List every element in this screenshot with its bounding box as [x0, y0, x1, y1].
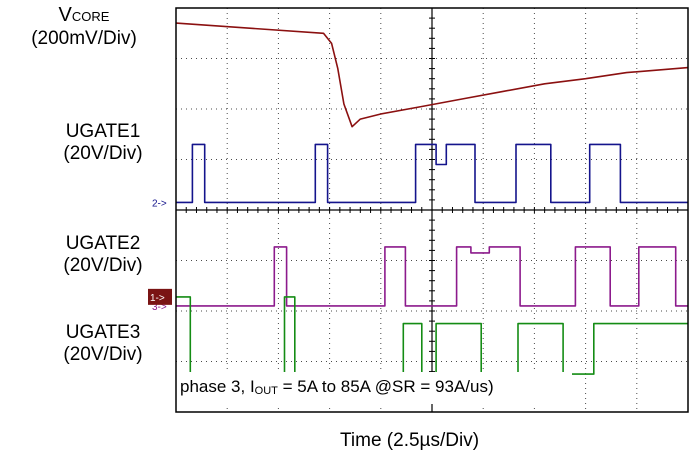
annotation-box — [177, 372, 572, 404]
ugate3-name: UGATE3 — [65, 322, 141, 343]
ugate3-label: UGATE3 (20V/Div) — [38, 322, 168, 366]
ugate1-label: UGATE1 (20V/Div) — [38, 121, 168, 165]
x-axis-label: Time (2.5µs/Div) — [340, 430, 480, 451]
channel-marker-ugate1: 2-> — [152, 198, 167, 209]
channel-marker-ugate3: 1-> — [150, 293, 165, 304]
ugate2-name: UGATE2 — [65, 233, 141, 254]
ugate2-scale: (20V/Div) — [63, 255, 143, 276]
trace-vcore — [175, 22, 689, 128]
ugate3-scale: (20V/Div) — [63, 344, 143, 365]
channel-marker-ugate2: 3-> — [152, 302, 167, 313]
chart-annotation: phase 3, IOUT = 5A to 85A @SR = 93A/us) — [180, 377, 494, 397]
trace-ugate2 — [176, 246, 688, 307]
vcore-name: VCORE — [58, 4, 110, 26]
ugate1-name: UGATE1 — [65, 121, 141, 142]
ground-marker-box — [148, 288, 172, 305]
ugate2-label: UGATE2 (20V/Div) — [38, 233, 168, 277]
trace-ugate1 — [176, 143, 688, 204]
ugate1-scale: (20V/Div) — [63, 143, 143, 164]
vcore-label: VCORE (200mV/Div) — [0, 4, 168, 50]
plot-frame — [175, 7, 689, 413]
vcore-scale: (200mV/Div) — [31, 28, 137, 49]
